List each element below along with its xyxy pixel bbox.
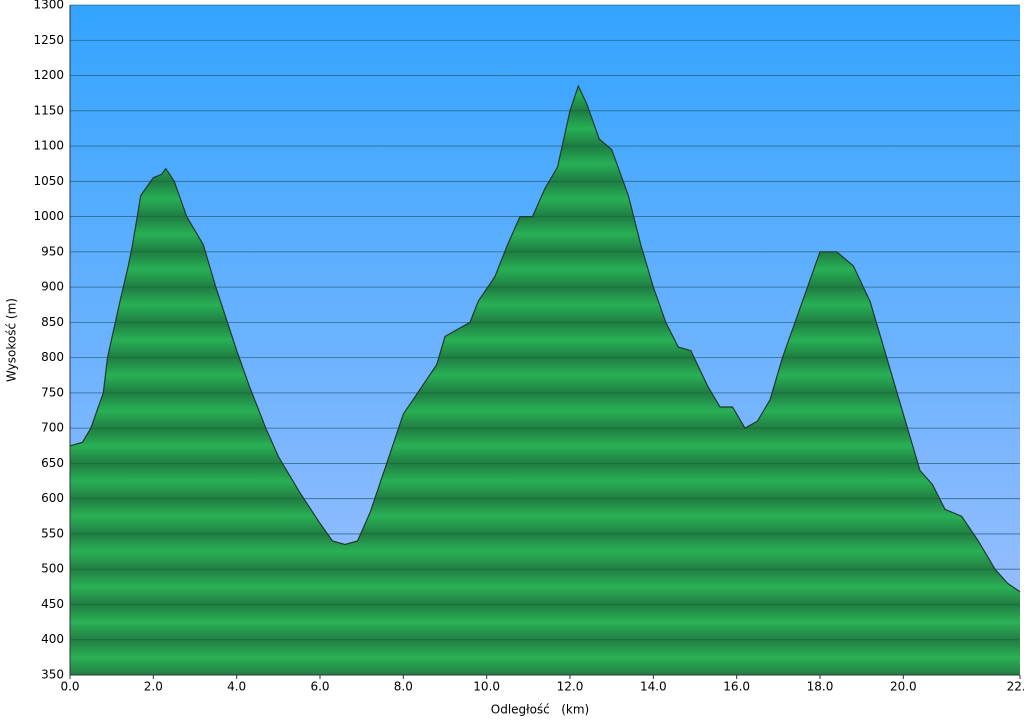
y-tick-label: 1050	[33, 174, 64, 188]
x-tick-label: 8.0	[394, 680, 413, 694]
x-tick-label: 10.0	[473, 680, 500, 694]
elevation-area	[70, 86, 1020, 676]
elevation-line	[69, 84, 1021, 593]
y-tick-label: 1000	[33, 209, 64, 223]
y-tick-label: 450	[41, 597, 64, 611]
y-tick-label: 350	[41, 668, 64, 682]
x-tick-label: 0.0	[60, 680, 79, 694]
y-tick-label: 700	[41, 421, 64, 435]
x-tick-label: 14.0	[640, 680, 667, 694]
y-tick-label: 500	[41, 562, 64, 576]
y-tick-label: 650	[41, 456, 64, 470]
y-axis-label: Wysokość (m)	[5, 298, 19, 382]
y-tick-label: 400	[41, 632, 64, 646]
x-tick-label: 12.0	[557, 680, 584, 694]
x-tick-label: 22.8	[1007, 680, 1024, 694]
y-tick-label: 950	[41, 244, 64, 258]
y-tick-label: 550	[41, 526, 64, 540]
x-axis-label: Odległość (km)	[491, 703, 589, 717]
x-tick-label: 20.0	[890, 680, 917, 694]
x-tick-label: 18.0	[807, 680, 834, 694]
y-tick-label: 1200	[33, 68, 64, 82]
x-tick-label: 6.0	[310, 680, 329, 694]
y-tick-label: 900	[41, 280, 64, 294]
x-tick-label: 16.0	[723, 680, 750, 694]
y-tick-label: 800	[41, 350, 64, 364]
y-tick-label: 1100	[33, 139, 64, 153]
x-tick-label: 4.0	[227, 680, 246, 694]
y-tick-label: 1300	[33, 0, 64, 12]
y-tick-label: 750	[41, 385, 64, 399]
y-tick-label: 1150	[33, 103, 64, 117]
y-tick-label: 1250	[33, 33, 64, 47]
y-tick-label: 600	[41, 491, 64, 505]
x-tick-label: 2.0	[144, 680, 163, 694]
y-tick-label: 850	[41, 315, 64, 329]
